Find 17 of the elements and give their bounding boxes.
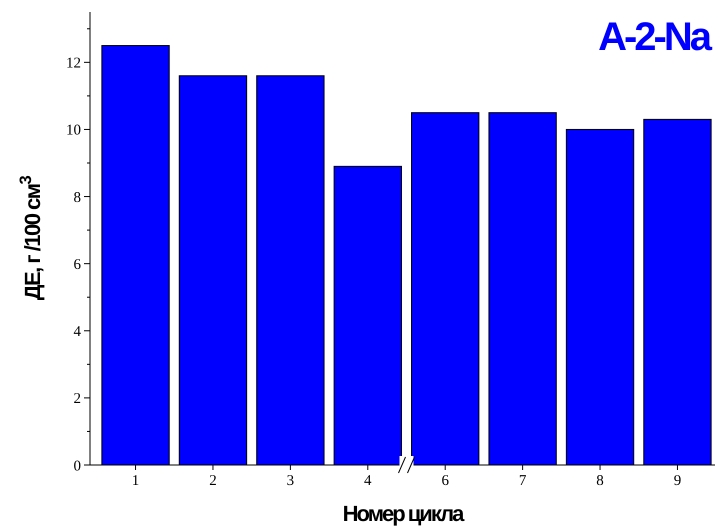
y-tick-label: 8 — [74, 190, 81, 206]
x-tick-label: 9 — [674, 473, 682, 489]
y-tick-label: 4 — [74, 324, 82, 340]
x-tick-label: 7 — [518, 473, 527, 489]
x-tick-label: 1 — [132, 473, 140, 489]
x-tick-label: 2 — [209, 473, 217, 489]
y-tick-label: 10 — [66, 122, 81, 139]
y-tick-label: 0 — [74, 458, 81, 474]
x-tick-label: 8 — [596, 473, 604, 489]
x-tick-label: 4 — [364, 473, 372, 489]
chart-title: A-2-Na — [598, 15, 713, 59]
x-tick-label: 3 — [286, 473, 294, 489]
y-tick-label: 6 — [74, 256, 82, 273]
y-tick-label: 12 — [66, 56, 81, 72]
x-axis-title: Номер цикла — [342, 501, 466, 526]
x-tick-label: 6 — [441, 473, 450, 489]
y-tick-label: 2 — [74, 391, 81, 408]
